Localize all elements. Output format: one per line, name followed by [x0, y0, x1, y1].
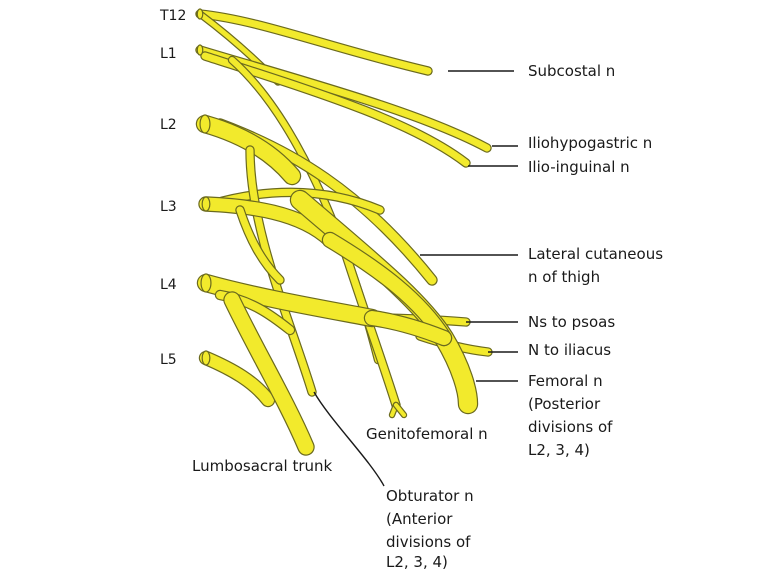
label-iliohypogastric: Iliohypogastric n — [528, 134, 653, 152]
level-label-l2: L2 — [160, 117, 177, 133]
l5-root — [198, 350, 276, 408]
label-obturator-line3: divisions of — [386, 533, 471, 551]
label-lateral-cutaneous-line1: Lateral cutaneous — [528, 245, 664, 263]
subcostal-nerve — [195, 9, 433, 76]
l2-root-end — [199, 114, 211, 134]
level-label-l1: L1 — [160, 46, 177, 62]
label-femoral-line4: L2, 3, 4) — [528, 441, 590, 459]
label-obturator-line4: L2, 3, 4) — [386, 553, 448, 571]
t12-root-end — [196, 8, 204, 20]
label-lumbosacral-trunk: Lumbosacral trunk — [192, 457, 333, 475]
label-subcostal: Subcostal n — [528, 62, 616, 80]
l3-root — [198, 196, 338, 248]
label-femoral-line3: divisions of — [528, 418, 613, 436]
l3-to-obturator — [235, 205, 285, 285]
label-femoral-line2: (Posterior — [528, 395, 601, 413]
level-label-t12: T12 — [160, 8, 187, 24]
label-genitofemoral: Genitofemoral n — [366, 425, 488, 443]
label-ns-to-psoas: Ns to psoas — [528, 313, 616, 331]
leader-obturator — [313, 391, 385, 487]
level-label-l4: L4 — [160, 277, 177, 293]
level-label-l5: L5 — [160, 352, 177, 368]
genitofemoral-split-right — [392, 401, 408, 419]
label-n-to-iliacus: N to iliacus — [528, 341, 612, 359]
l3-root-end — [201, 196, 211, 212]
l2-root — [195, 114, 302, 186]
level-label-l3: L3 — [160, 199, 177, 215]
label-lateral-cutaneous-line2: n of thigh — [528, 268, 601, 286]
l1-root-end — [196, 44, 204, 56]
femoral-l4-contribution — [363, 309, 453, 347]
label-obturator-line2: (Anterior — [386, 510, 453, 528]
l5-root-end — [201, 350, 211, 366]
l4-root — [196, 273, 382, 328]
femoral-l3-contribution — [321, 231, 453, 347]
l4-root-end — [200, 273, 212, 293]
label-femoral-line1: Femoral n — [528, 372, 603, 390]
label-obturator-line1: Obturator n — [386, 487, 474, 505]
lumbosacral-trunk — [223, 291, 315, 456]
label-ilioinguinal: Ilio-inguinal n — [528, 158, 630, 176]
